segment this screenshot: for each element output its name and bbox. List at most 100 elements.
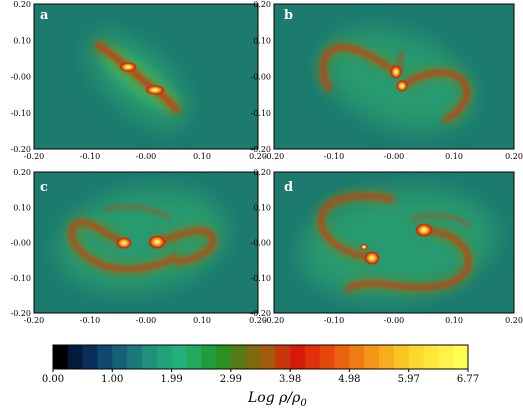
panel-b-ytick: 0.20 xyxy=(253,0,271,9)
panel-b-xtick: 0.10 xyxy=(445,152,463,161)
colorbar-swatch xyxy=(201,345,217,369)
colorbar-swatch xyxy=(349,345,365,369)
colorbar-swatch xyxy=(334,345,350,369)
panel-d-ytick: -0.20 xyxy=(250,309,271,318)
colorbar-swatch xyxy=(97,345,113,369)
colorbar-swatch xyxy=(364,345,380,369)
panel-a-xtick: -0.10 xyxy=(80,152,101,161)
panel-b-ytick: -0.10 xyxy=(250,109,271,118)
panel-c-core-1 xyxy=(116,237,132,249)
panel-d-xtick: -0.10 xyxy=(324,316,345,325)
panel-b-arm-2 xyxy=(400,70,469,122)
panel-a-core-2 xyxy=(145,85,165,95)
panel-a-ytick: 0.10 xyxy=(13,36,31,45)
panel-d-ytick: 0.10 xyxy=(253,203,271,212)
colorbar-swatch xyxy=(423,345,439,369)
colorbar-tick-label: 2.99 xyxy=(220,374,242,385)
panel-d-ytick: 0.20 xyxy=(253,168,271,177)
axis-ticks: -0.20 -0.10 -0.00 0.10 0.20 0.20 0.10 -0.00 -0.1… xyxy=(10,0,522,325)
panel-b: b xyxy=(273,3,515,150)
colorbar-swatch xyxy=(156,345,173,369)
panel-a-ytick: -0.10 xyxy=(10,109,31,118)
colorbar-tick-label: 4.98 xyxy=(338,374,360,385)
colorbar-swatch xyxy=(275,345,291,369)
colorbar-swatch xyxy=(82,345,98,369)
panel-c-core-2 xyxy=(148,235,166,249)
panel-a: a xyxy=(33,3,259,150)
colorbar-swatch xyxy=(186,345,202,369)
panel-b-label: b xyxy=(284,8,293,23)
colorbar-tick-label: 1.99 xyxy=(160,374,182,385)
colorbar-swatch xyxy=(245,345,261,369)
panel-c-xtick: -0.20 xyxy=(24,316,45,325)
panel-b-xtick: -0.00 xyxy=(384,152,405,161)
panel-b-xtick: 0.20 xyxy=(505,152,523,161)
panel-a-xtick: -0.00 xyxy=(136,152,157,161)
colorbar-swatch xyxy=(379,345,395,369)
panel-b-xtick: -0.10 xyxy=(324,152,345,161)
colorbar-ticks: 0.00 1.00 1.99 2.99 3.98 4.98 5.97 6.77 xyxy=(42,369,479,385)
colorbar-swatch xyxy=(230,345,247,369)
panel-d-frame xyxy=(273,171,515,314)
panel-c-xtick: 0.20 xyxy=(249,316,267,325)
colorbar-swatch xyxy=(67,345,84,369)
colorbar-tick-label: 6.77 xyxy=(457,374,479,385)
panel-d-arm-1 xyxy=(319,194,395,260)
colorbar-swatch xyxy=(304,345,321,369)
colorbar-tick-label: 5.97 xyxy=(398,374,420,385)
colorbar-tick-label: 3.98 xyxy=(279,374,301,385)
panel-d-arm-2 xyxy=(344,228,471,292)
panel-a-xtick: -0.20 xyxy=(24,152,45,161)
colorbar-swatch xyxy=(260,345,276,369)
panel-c-arm-2 xyxy=(155,228,215,264)
colorbar-swatch xyxy=(438,345,454,369)
colorbar: 0.00 1.00 1.99 2.99 3.98 4.98 5.97 6.77 Log ρ/ρ… xyxy=(42,344,479,409)
panel-a-label: a xyxy=(40,8,49,23)
panel-c-ytick: 0.10 xyxy=(13,203,31,212)
panel-c-ytick: -0.10 xyxy=(10,274,31,283)
panel-c-ytick: -0.20 xyxy=(10,309,31,318)
panel-a-core-1 xyxy=(119,62,137,72)
panel-d-ytick: -0.00 xyxy=(250,239,271,248)
colorbar-swatch xyxy=(171,345,187,369)
panel-d-ytick: -0.10 xyxy=(250,274,271,283)
panel-d-core-2 xyxy=(415,223,433,237)
panel-a-ytick: -0.00 xyxy=(10,73,31,82)
panel-c: c xyxy=(33,171,259,314)
colorbar-swatch xyxy=(216,345,232,369)
colorbar-swatch xyxy=(141,345,158,369)
panel-c-label: c xyxy=(40,180,48,195)
panel-a-ytick: -0.20 xyxy=(10,145,31,154)
panel-d-core-1 xyxy=(364,251,380,265)
panel-b-ytick: 0.10 xyxy=(253,36,271,45)
panel-d-xtick: 0.20 xyxy=(505,316,523,325)
panel-a-xtick: 0.20 xyxy=(249,152,267,161)
panel-c-frame xyxy=(33,171,259,314)
colorbar-swatch xyxy=(127,345,143,369)
colorbar-swatch xyxy=(112,345,128,369)
panel-b-core-2 xyxy=(396,80,408,92)
panel-c-xtick: -0.10 xyxy=(80,316,101,325)
panel-a-ytick: 0.20 xyxy=(13,0,31,9)
colorbar-swatch xyxy=(319,345,336,369)
panel-b-ytick: -0.00 xyxy=(250,73,271,82)
panel-a-xtick: 0.10 xyxy=(193,152,211,161)
panel-b-frame xyxy=(273,3,515,150)
panel-b-core-1 xyxy=(390,65,402,79)
colorbar-tick-label: 1.00 xyxy=(101,374,123,385)
panel-d: d xyxy=(273,171,515,314)
colorbar-frame xyxy=(52,344,469,370)
colorbar-tick-label: 0.00 xyxy=(42,374,64,385)
colorbar-swatch xyxy=(408,345,425,369)
panel-c-ytick: -0.00 xyxy=(10,239,31,248)
colorbar-swatch xyxy=(453,345,469,369)
colorbar-swatch xyxy=(290,345,306,369)
panel-b-xtick: -0.20 xyxy=(264,152,285,161)
panel-c-xtick: -0.00 xyxy=(136,316,157,325)
panel-b-ytick: -0.20 xyxy=(250,145,271,154)
colorbar-swatch xyxy=(393,345,410,369)
panel-c-arm-1 xyxy=(69,220,179,272)
colorbar-swatches xyxy=(53,345,469,369)
panel-d-xtick: -0.20 xyxy=(264,316,285,325)
